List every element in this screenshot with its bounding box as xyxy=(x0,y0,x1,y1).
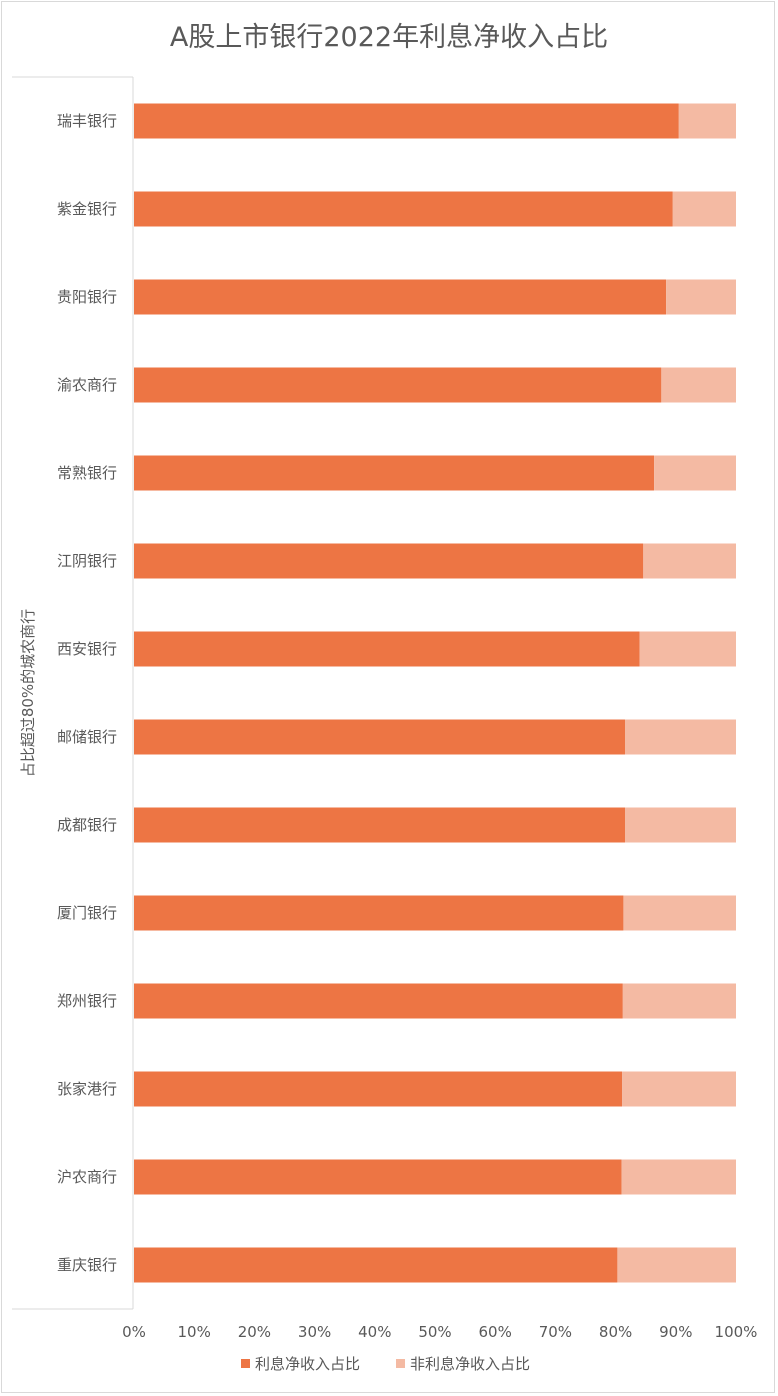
category-label: 郑州银行 xyxy=(57,992,117,1010)
x-tick-label: 40% xyxy=(358,1323,391,1341)
category-group-bracket xyxy=(12,76,134,1310)
x-tick-label: 30% xyxy=(298,1323,331,1341)
x-tick-label: 80% xyxy=(599,1323,632,1341)
x-tick-label: 10% xyxy=(178,1323,211,1341)
bar-non-interest-4 xyxy=(654,455,736,491)
bar-interest-2 xyxy=(134,279,667,315)
bar-non-interest-1 xyxy=(672,191,736,227)
x-tick-label: 60% xyxy=(479,1323,512,1341)
category-label: 渝农商行 xyxy=(57,376,117,394)
bar-interest-6 xyxy=(134,631,640,667)
legend-label-interest: 利息净收入占比 xyxy=(255,1355,360,1373)
category-label: 沪农商行 xyxy=(57,1168,117,1186)
bar-interest-4 xyxy=(134,455,655,491)
x-tick-label: 0% xyxy=(122,1323,146,1341)
bar-interest-10 xyxy=(134,983,623,1019)
bar-non-interest-8 xyxy=(625,807,736,843)
x-tick-label: 20% xyxy=(238,1323,271,1341)
bar-interest-11 xyxy=(134,1071,623,1107)
bar-non-interest-0 xyxy=(678,103,736,139)
x-tick-label: 90% xyxy=(659,1323,692,1341)
legend-swatch-non-interest xyxy=(396,1359,405,1368)
bar-non-interest-7 xyxy=(625,719,736,755)
bar-interest-1 xyxy=(134,191,673,227)
legend: 利息净收入占比 非利息净收入占比 xyxy=(241,1355,530,1373)
category-label: 厦门银行 xyxy=(57,904,117,922)
legend-swatch-interest xyxy=(241,1359,250,1368)
bar-interest-8 xyxy=(134,807,626,843)
bar-interest-5 xyxy=(134,543,644,579)
bar-non-interest-2 xyxy=(666,279,736,315)
category-label: 贵阳银行 xyxy=(57,288,117,306)
bar-interest-0 xyxy=(134,103,679,139)
bar-non-interest-3 xyxy=(661,367,736,403)
bars-layer xyxy=(134,103,736,1283)
bar-interest-12 xyxy=(134,1159,622,1195)
bar-non-interest-6 xyxy=(639,631,736,667)
category-label: 江阴银行 xyxy=(57,552,117,570)
x-tick-label: 100% xyxy=(715,1323,758,1341)
category-labels: 瑞丰银行紫金银行贵阳银行渝农商行常熟银行江阴银行西安银行邮储银行成都银行厦门银行… xyxy=(57,112,117,1274)
category-label: 常熟银行 xyxy=(57,464,117,482)
category-label: 紫金银行 xyxy=(57,200,117,218)
legend-label-non-interest: 非利息净收入占比 xyxy=(410,1355,530,1373)
bar-non-interest-13 xyxy=(617,1247,736,1283)
bar-interest-7 xyxy=(134,719,626,755)
category-label: 张家港行 xyxy=(57,1080,117,1098)
bar-non-interest-9 xyxy=(623,895,736,931)
bar-interest-9 xyxy=(134,895,624,931)
x-tick-label: 50% xyxy=(418,1323,451,1341)
bar-non-interest-12 xyxy=(621,1159,736,1195)
category-label: 邮储银行 xyxy=(57,728,117,746)
x-tick-label: 70% xyxy=(539,1323,572,1341)
x-axis-tick-labels: 0% 10% 20% 30% 40% 50% 60% 70% 80% 90% 100% xyxy=(122,1323,757,1341)
bar-non-interest-11 xyxy=(622,1071,736,1107)
category-label: 西安银行 xyxy=(57,640,117,658)
category-label: 成都银行 xyxy=(57,816,117,834)
category-label: 瑞丰银行 xyxy=(57,112,117,130)
chart-title: A股上市银行2022年利息净收入占比 xyxy=(170,22,608,53)
bar-interest-3 xyxy=(134,367,662,403)
bar-non-interest-5 xyxy=(643,543,736,579)
category-group-label: 占比超过80%的城农商行 xyxy=(19,609,37,777)
category-label: 重庆银行 xyxy=(57,1256,117,1274)
bar-non-interest-10 xyxy=(622,983,736,1019)
bar-interest-13 xyxy=(134,1247,618,1283)
